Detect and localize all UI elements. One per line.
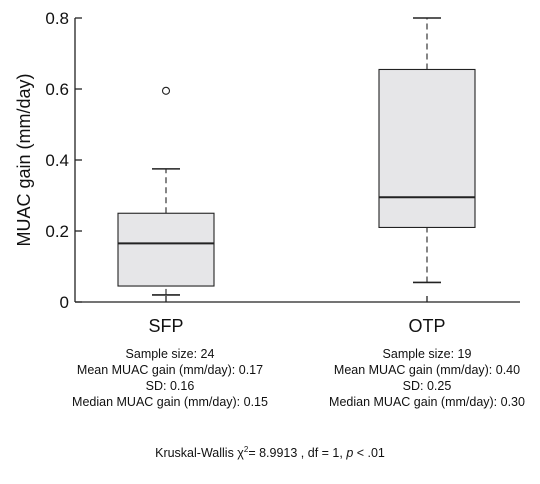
box-plot: 0 0.2 0.4 0.6 0.8 SFP OTP MUAC gain (mm/day) bbox=[14, 9, 520, 336]
otp-mean: Mean MUAC gain (mm/day): 0.40 bbox=[333, 363, 521, 377]
sfp-median: Median MUAC gain (mm/day): 0.15 bbox=[72, 395, 268, 409]
y-tick-label: 0.8 bbox=[45, 9, 69, 28]
sfp-stats: Sample size: 24 Mean MUAC gain (mm/day):… bbox=[40, 346, 300, 410]
x-tick-label: OTP bbox=[408, 316, 445, 336]
test-statistic: = 8.9913 , df = 1, bbox=[248, 446, 347, 461]
sfp-outlier bbox=[161, 86, 171, 95]
y-tick-label: 0.4 bbox=[45, 151, 69, 170]
test-prefix: Kruskal-Wallis χ bbox=[155, 446, 244, 461]
y-tick-label: 0 bbox=[60, 293, 69, 312]
y-axis-label: MUAC gain (mm/day) bbox=[14, 73, 34, 246]
y-tick-label: 0.2 bbox=[45, 222, 69, 241]
p-value: < .01 bbox=[353, 446, 385, 461]
p-symbol: p bbox=[346, 446, 354, 461]
otp-stats: Sample size: 19 Mean MUAC gain (mm/day):… bbox=[297, 346, 540, 410]
otp-sd: SD: 0.25 bbox=[402, 379, 452, 393]
x-tick-label: SFP bbox=[148, 316, 183, 336]
otp-median: Median MUAC gain (mm/day): 0.30 bbox=[329, 395, 525, 409]
plot-marks bbox=[117, 17, 476, 296]
kruskal-wallis-result: Kruskal-Wallis χ2= 8.9913 , df = 1, p < … bbox=[0, 445, 540, 460]
otp-box bbox=[378, 68, 476, 229]
sfp-mean: Mean MUAC gain (mm/day): 0.17 bbox=[76, 363, 264, 377]
y-tick-label: 0.6 bbox=[45, 80, 69, 99]
sfp-sample-size: Sample size: 24 bbox=[125, 347, 215, 361]
chi-superscript: 2 bbox=[243, 445, 249, 454]
sfp-sd: SD: 0.16 bbox=[145, 379, 195, 393]
sfp-box bbox=[117, 212, 215, 287]
otp-sample-size: Sample size: 19 bbox=[382, 347, 472, 361]
axes: 0 0.2 0.4 0.6 0.8 SFP OTP bbox=[45, 9, 520, 336]
